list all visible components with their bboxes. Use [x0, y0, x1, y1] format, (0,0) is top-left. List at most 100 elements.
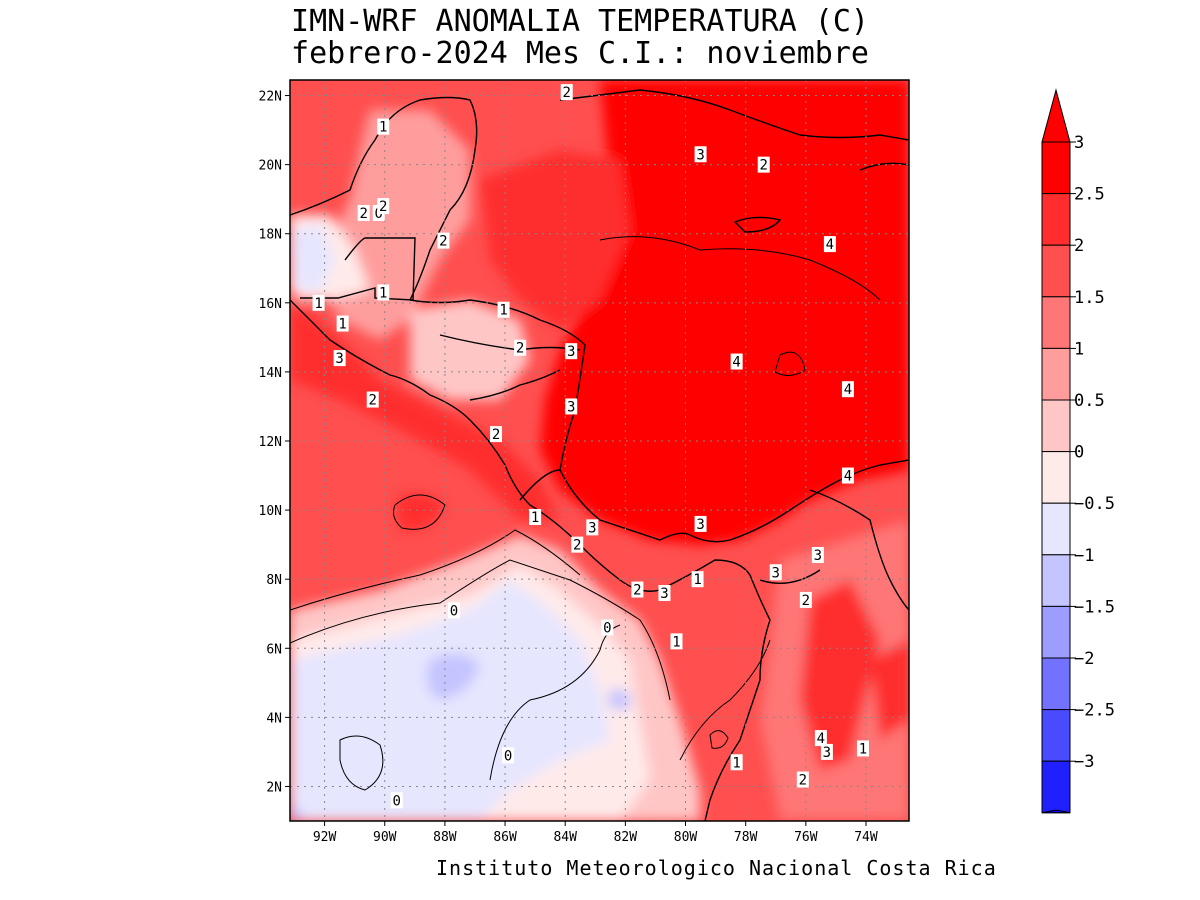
contour-label: 3	[658, 585, 671, 602]
lon-tick-label: 90W	[373, 830, 397, 845]
contour-label: 1	[497, 301, 510, 319]
contour-label: 2	[631, 581, 644, 599]
colorbar-segment	[1041, 502, 1071, 556]
svg-text:3: 3	[588, 520, 596, 536]
svg-text:2: 2	[802, 593, 810, 609]
lon-tick-label: 86W	[493, 830, 517, 845]
colorbar: 3 2.5 2 1.5 1 0.5 0 −0.5 −1 −1.5 −2 −2.5 −3	[1041, 88, 1115, 814]
contour-label: 4	[814, 730, 827, 747]
map-title: IMN-WRF ANOMALIA TEMPERATURA (C)	[291, 4, 869, 39]
svg-text:2: 2	[439, 234, 447, 250]
svg-text:1: 1	[672, 634, 680, 650]
svg-text:3: 3	[772, 565, 780, 581]
svg-text:0: 0	[450, 603, 458, 619]
colorbar-segment	[1041, 657, 1071, 711]
contour-label: 1	[856, 740, 869, 757]
colorbar-label: −2.5	[1074, 701, 1115, 721]
colorbar-label: 2.5	[1074, 185, 1105, 205]
svg-text:4: 4	[844, 382, 852, 398]
svg-text:2: 2	[799, 773, 807, 789]
svg-text:3: 3	[567, 344, 575, 360]
colorbar-bottom-arrow	[1041, 809, 1071, 814]
contour-label: 1	[377, 284, 390, 301]
svg-text:0: 0	[393, 793, 401, 809]
svg-text:3: 3	[660, 586, 668, 602]
colorbar-label: −1	[1074, 546, 1094, 566]
svg-text:1: 1	[499, 303, 507, 319]
colorbar-label: −0.5	[1074, 494, 1115, 514]
lat-tick-label: 10N	[259, 504, 282, 519]
svg-text:2: 2	[516, 341, 524, 357]
svg-text:0: 0	[504, 748, 512, 764]
contour-label: 2	[377, 198, 390, 215]
anomaly-field	[290, 80, 909, 821]
contour-label: 1	[529, 509, 542, 526]
svg-text:4: 4	[844, 469, 852, 485]
contour-label: 0	[502, 747, 515, 764]
contour-label: 1	[691, 571, 704, 588]
lat-tick-label: 22N	[259, 90, 282, 105]
svg-text:2: 2	[492, 427, 500, 443]
contour-label: 3	[820, 743, 833, 761]
map-subtitle: febrero-2024 Mes C.I.: noviembre	[291, 36, 869, 71]
colorbar-segment	[1041, 141, 1071, 195]
colorbar-segment	[1041, 399, 1071, 453]
contour-label: 2	[799, 591, 812, 609]
colorbar-segment	[1041, 347, 1071, 401]
svg-text:1: 1	[859, 741, 867, 757]
svg-text:2: 2	[633, 583, 641, 599]
contour-label: 2	[357, 205, 370, 222]
colorbar-label: 0	[1074, 443, 1084, 463]
lat-tick-label: 2N	[266, 780, 282, 795]
contour-labels: 2132202241111233442324133233123200143101…	[312, 84, 869, 809]
contour-label: 3	[694, 146, 707, 163]
lon-tick-label: 74W	[854, 830, 878, 845]
svg-text:2: 2	[760, 158, 768, 174]
lon-tick-label: 88W	[433, 830, 457, 845]
svg-text:1: 1	[531, 510, 539, 526]
svg-text:1: 1	[338, 317, 346, 333]
contour-label: 0	[601, 619, 614, 637]
contour-label: 2	[796, 771, 809, 789]
lat-tick-label: 8N	[266, 573, 282, 588]
svg-text:3: 3	[567, 399, 575, 415]
lat-tick-label: 16N	[259, 297, 282, 312]
lon-tick-label: 84W	[553, 830, 577, 845]
contour-label: 3	[694, 515, 707, 533]
colorbar-segment	[1041, 760, 1071, 814]
lon-tick-label: 78W	[734, 830, 758, 845]
svg-text:3: 3	[823, 745, 831, 761]
lon-tick-label: 82W	[614, 830, 638, 845]
contour-label: 1	[670, 633, 683, 650]
svg-text:1: 1	[732, 755, 740, 771]
svg-text:2: 2	[368, 393, 376, 409]
contour-label: 3	[333, 350, 346, 367]
svg-text:3: 3	[696, 147, 704, 163]
contour-label: 3	[769, 564, 782, 581]
svg-text:4: 4	[826, 237, 834, 253]
contour-label: 2	[560, 84, 573, 101]
colorbar-segment	[1041, 296, 1071, 349]
lon-tick-label: 76W	[794, 830, 818, 845]
contour-label: 1	[377, 118, 390, 136]
lon-tick-label: 80W	[674, 830, 698, 845]
colorbar-label: 3	[1074, 133, 1084, 153]
colorbar-label: 2	[1074, 236, 1084, 256]
lat-tick-label: 14N	[259, 366, 282, 381]
svg-text:2: 2	[379, 199, 387, 215]
contour-label: 2	[571, 536, 584, 554]
longitude-axis: 92W 90W 88W 86W 84W 82W 80W 78W 76W 74W	[313, 821, 878, 845]
contour-label: 1	[312, 294, 325, 312]
colorbar-top-arrow	[1041, 88, 1071, 143]
contour-label: 3	[811, 547, 824, 564]
contour-label: 4	[823, 236, 836, 253]
lon-tick-label: 92W	[313, 830, 337, 845]
colorbar-label: −1.5	[1074, 597, 1115, 617]
colorbar-label: 1.5	[1074, 288, 1105, 308]
contour-label: 2	[514, 339, 527, 357]
colorbar-segment	[1041, 244, 1071, 298]
contour-label: 3	[586, 519, 599, 536]
colorbar-label: 1	[1074, 339, 1084, 359]
contour-label: 2	[757, 156, 770, 174]
